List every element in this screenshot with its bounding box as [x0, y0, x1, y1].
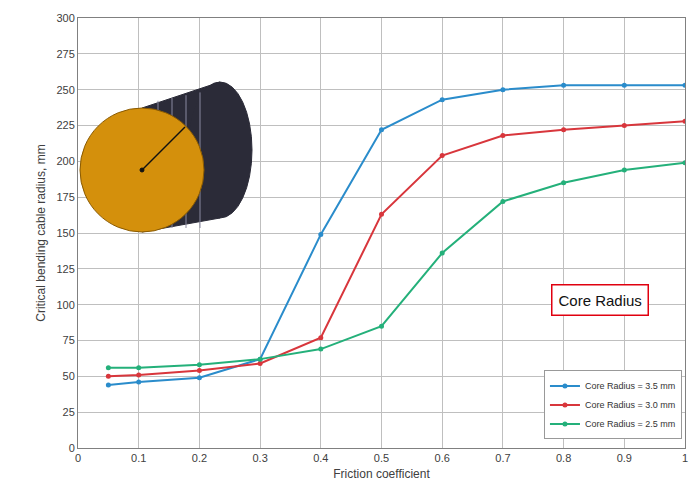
svg-text:175: 175 [56, 191, 74, 203]
svg-text:200: 200 [56, 155, 74, 167]
svg-text:50: 50 [63, 370, 75, 382]
svg-text:Core Radius = 2.5 mm: Core Radius = 2.5 mm [585, 419, 675, 429]
svg-text:0.3: 0.3 [252, 452, 267, 464]
svg-text:0: 0 [69, 442, 75, 454]
svg-text:300: 300 [56, 12, 74, 24]
svg-text:25: 25 [63, 406, 75, 418]
svg-text:0.7: 0.7 [495, 452, 510, 464]
svg-text:250: 250 [56, 84, 74, 96]
svg-text:125: 125 [56, 263, 74, 275]
svg-text:0.6: 0.6 [435, 452, 450, 464]
svg-text:0.1: 0.1 [131, 452, 146, 464]
svg-text:Friction coefficient: Friction coefficient [333, 467, 430, 481]
svg-text:1: 1 [682, 452, 688, 464]
svg-text:75: 75 [63, 334, 75, 346]
svg-text:225: 225 [56, 119, 74, 131]
svg-text:0.9: 0.9 [617, 452, 632, 464]
svg-text:275: 275 [56, 48, 74, 60]
svg-text:150: 150 [56, 227, 74, 239]
svg-text:0.5: 0.5 [374, 452, 389, 464]
svg-text:0.4: 0.4 [313, 452, 328, 464]
svg-text:0.8: 0.8 [556, 452, 571, 464]
svg-text:Core Radius: Core Radius [559, 292, 642, 309]
svg-text:0.2: 0.2 [192, 452, 207, 464]
svg-text:100: 100 [56, 299, 74, 311]
svg-text:0: 0 [75, 452, 81, 464]
svg-text:Critical bending cable radius,: Critical bending cable radius, mm [34, 144, 48, 321]
svg-text:Core Radius = 3.0 mm: Core Radius = 3.0 mm [585, 400, 675, 410]
svg-text:Core Radius = 3.5 mm: Core Radius = 3.5 mm [585, 381, 675, 391]
